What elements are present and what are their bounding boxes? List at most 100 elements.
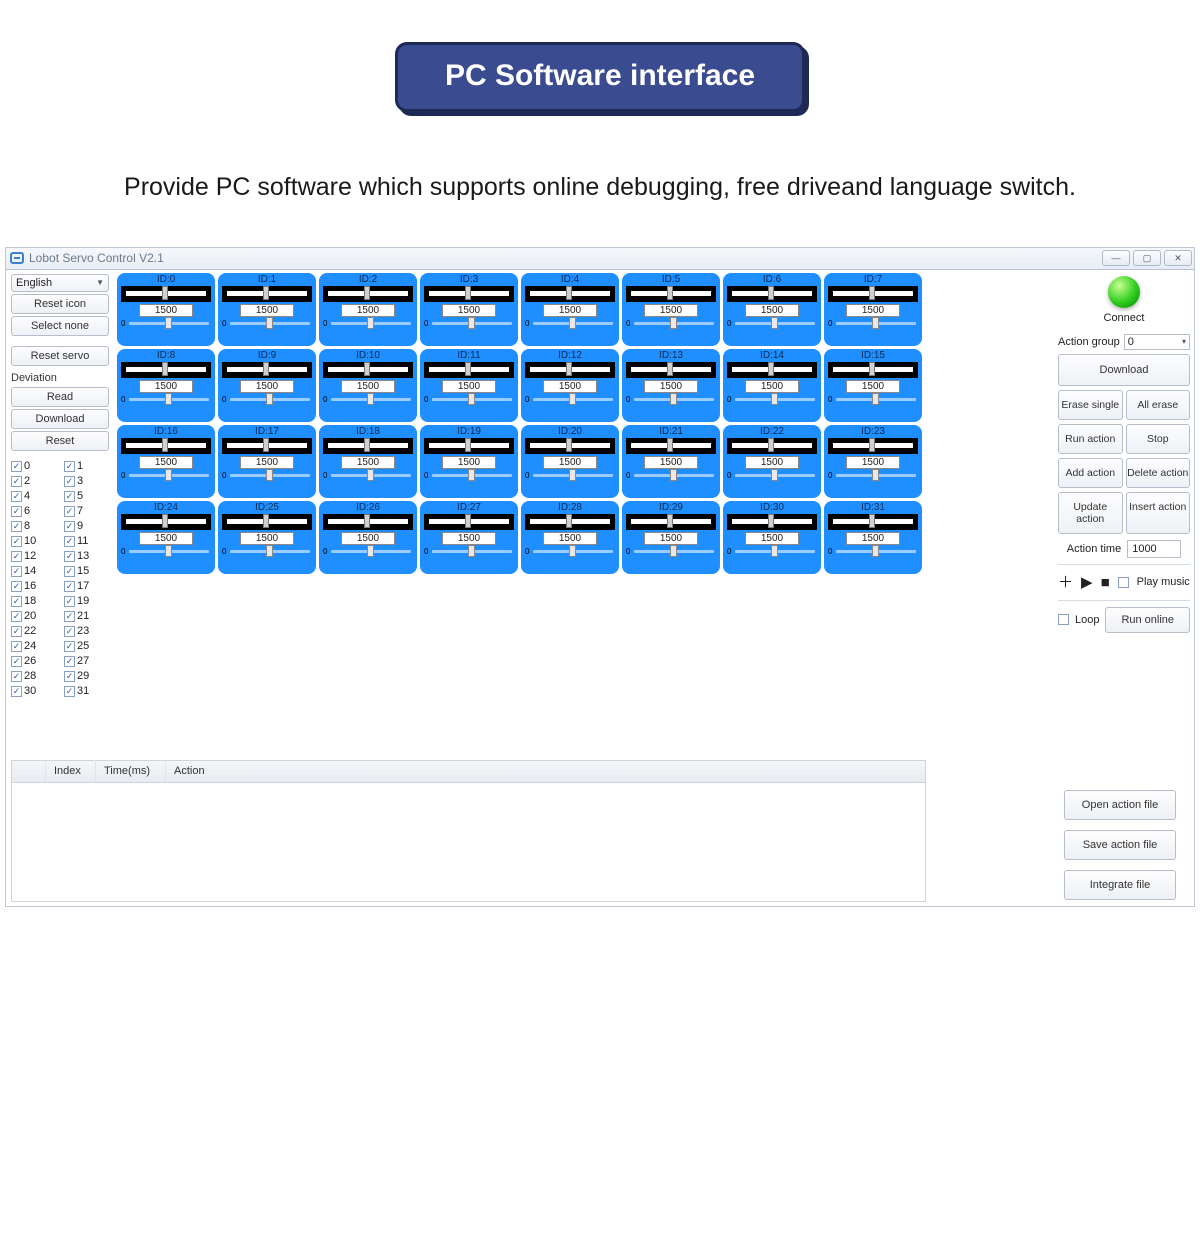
- servo-offset-slider[interactable]: 0: [727, 546, 817, 558]
- stop-icon[interactable]: ■: [1101, 575, 1110, 590]
- servo-offset-slider[interactable]: 0: [323, 318, 413, 330]
- servo-tile[interactable]: ID:1415000: [723, 349, 821, 422]
- slider-handle-icon[interactable]: [165, 469, 172, 481]
- action-group-select[interactable]: 0 ▾: [1124, 334, 1190, 350]
- servo-value[interactable]: 1500: [644, 304, 698, 317]
- servo-checkbox[interactable]: ✓3: [64, 474, 109, 489]
- slider-handle-icon[interactable]: [162, 286, 168, 300]
- reset-servo-button[interactable]: Reset servo: [11, 346, 109, 366]
- slider-handle-icon[interactable]: [670, 469, 677, 481]
- servo-value[interactable]: 1500: [139, 304, 193, 317]
- servo-tile[interactable]: ID:2615000: [319, 501, 417, 574]
- open-action-file-button[interactable]: Open action file: [1064, 790, 1176, 820]
- servo-tile[interactable]: ID:815000: [117, 349, 215, 422]
- reset-icon-button[interactable]: Reset icon: [11, 294, 109, 314]
- servo-checkbox[interactable]: ✓30: [11, 684, 56, 699]
- slider-handle-icon[interactable]: [465, 438, 471, 452]
- slider-handle-icon[interactable]: [667, 362, 673, 376]
- servo-offset-slider[interactable]: 0: [525, 318, 615, 330]
- slider-handle-icon[interactable]: [869, 362, 875, 376]
- servo-tile[interactable]: ID:1815000: [319, 425, 417, 498]
- servo-tile[interactable]: ID:3015000: [723, 501, 821, 574]
- servo-position-slider[interactable]: [424, 438, 514, 454]
- slider-handle-icon[interactable]: [263, 362, 269, 376]
- servo-position-slider[interactable]: [222, 438, 312, 454]
- servo-offset-slider[interactable]: 0: [727, 394, 817, 406]
- servo-checkbox[interactable]: ✓0: [11, 459, 56, 474]
- slider-handle-icon[interactable]: [670, 545, 677, 557]
- servo-offset-slider[interactable]: 0: [424, 470, 514, 482]
- servo-tile[interactable]: ID:1615000: [117, 425, 215, 498]
- servo-checkbox[interactable]: ✓29: [64, 669, 109, 684]
- slider-handle-icon[interactable]: [468, 393, 475, 405]
- window-close-button[interactable]: ✕: [1164, 250, 1192, 266]
- servo-value[interactable]: 1500: [442, 380, 496, 393]
- servo-value[interactable]: 1500: [240, 380, 294, 393]
- servo-offset-slider[interactable]: 0: [424, 318, 514, 330]
- servo-value[interactable]: 1500: [341, 532, 395, 545]
- servo-checkbox[interactable]: ✓4: [11, 489, 56, 504]
- servo-offset-slider[interactable]: 0: [121, 394, 211, 406]
- slider-handle-icon[interactable]: [465, 362, 471, 376]
- slider-handle-icon[interactable]: [569, 317, 576, 329]
- servo-value[interactable]: 1500: [139, 380, 193, 393]
- deviation-read-button[interactable]: Read: [11, 387, 109, 407]
- slider-handle-icon[interactable]: [667, 286, 673, 300]
- slider-handle-icon[interactable]: [566, 438, 572, 452]
- servo-tile[interactable]: ID:515000: [622, 273, 720, 346]
- servo-position-slider[interactable]: [121, 514, 211, 530]
- servo-tile[interactable]: ID:1115000: [420, 349, 518, 422]
- slider-handle-icon[interactable]: [465, 286, 471, 300]
- servo-tile[interactable]: ID:1015000: [319, 349, 417, 422]
- servo-value[interactable]: 1500: [442, 304, 496, 317]
- servo-offset-slider[interactable]: 0: [626, 318, 716, 330]
- slider-handle-icon[interactable]: [872, 545, 879, 557]
- servo-tile[interactable]: ID:1315000: [622, 349, 720, 422]
- servo-checkbox[interactable]: ✓6: [11, 504, 56, 519]
- slider-handle-icon[interactable]: [367, 469, 374, 481]
- servo-position-slider[interactable]: [424, 286, 514, 302]
- servo-position-slider[interactable]: [525, 286, 615, 302]
- servo-value[interactable]: 1500: [644, 380, 698, 393]
- servo-checkbox[interactable]: ✓18: [11, 594, 56, 609]
- stop-button[interactable]: Stop: [1126, 424, 1191, 454]
- servo-tile[interactable]: ID:2715000: [420, 501, 518, 574]
- servo-value[interactable]: 1500: [644, 532, 698, 545]
- servo-value[interactable]: 1500: [543, 532, 597, 545]
- servo-position-slider[interactable]: [828, 514, 918, 530]
- servo-checkbox[interactable]: ✓17: [64, 579, 109, 594]
- servo-tile[interactable]: ID:2515000: [218, 501, 316, 574]
- servo-checkbox[interactable]: ✓7: [64, 504, 109, 519]
- servo-tile[interactable]: ID:2215000: [723, 425, 821, 498]
- slider-handle-icon[interactable]: [165, 317, 172, 329]
- slider-handle-icon[interactable]: [768, 286, 774, 300]
- servo-position-slider[interactable]: [525, 514, 615, 530]
- servo-offset-slider[interactable]: 0: [626, 470, 716, 482]
- servo-position-slider[interactable]: [727, 362, 817, 378]
- slider-handle-icon[interactable]: [667, 514, 673, 528]
- slider-handle-icon[interactable]: [768, 362, 774, 376]
- servo-position-slider[interactable]: [323, 286, 413, 302]
- servo-checkbox[interactable]: ✓11: [64, 534, 109, 549]
- erase-single-button[interactable]: Erase single: [1058, 390, 1123, 420]
- servo-value[interactable]: 1500: [341, 456, 395, 469]
- slider-handle-icon[interactable]: [266, 545, 273, 557]
- servo-offset-slider[interactable]: 0: [222, 318, 312, 330]
- servo-position-slider[interactable]: [121, 286, 211, 302]
- servo-checkbox[interactable]: ✓1: [64, 459, 109, 474]
- slider-handle-icon[interactable]: [165, 393, 172, 405]
- slider-handle-icon[interactable]: [364, 286, 370, 300]
- slider-handle-icon[interactable]: [566, 286, 572, 300]
- servo-checkbox[interactable]: ✓2: [11, 474, 56, 489]
- servo-position-slider[interactable]: [323, 514, 413, 530]
- servo-offset-slider[interactable]: 0: [626, 546, 716, 558]
- servo-tile[interactable]: ID:1515000: [824, 349, 922, 422]
- servo-value[interactable]: 1500: [644, 456, 698, 469]
- servo-tile[interactable]: ID:415000: [521, 273, 619, 346]
- slider-handle-icon[interactable]: [670, 393, 677, 405]
- servo-tile[interactable]: ID:115000: [218, 273, 316, 346]
- servo-offset-slider[interactable]: 0: [727, 470, 817, 482]
- servo-checkbox[interactable]: ✓13: [64, 549, 109, 564]
- servo-value[interactable]: 1500: [341, 304, 395, 317]
- servo-position-slider[interactable]: [222, 514, 312, 530]
